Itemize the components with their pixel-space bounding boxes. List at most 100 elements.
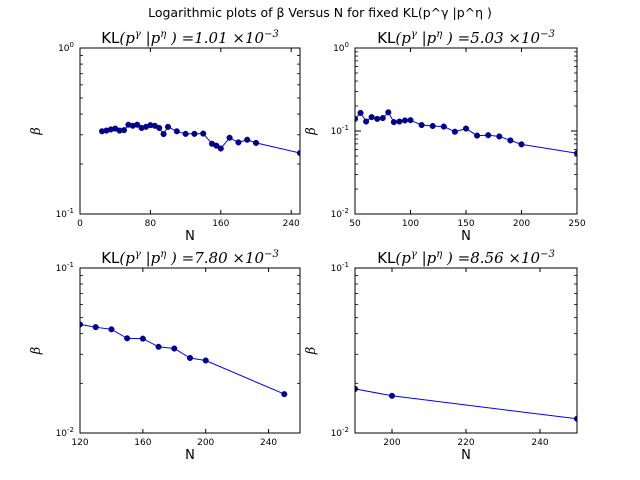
x-tick-label: 0 [77,219,83,229]
y-tick-label: 10-1 [56,207,74,220]
data-point [252,139,260,146]
data-point [191,130,198,137]
plot-frame [79,267,301,434]
x-tick-label: 150 [457,219,474,229]
data-point [200,130,207,137]
plot-frame [79,47,301,215]
y-tick-label: 100 [333,41,349,54]
data-point [573,150,577,157]
x-tick-label: 160 [212,219,229,229]
data-point [390,119,397,126]
data-point [139,335,146,342]
data-point [134,121,141,128]
data-point [401,117,409,124]
data-point [388,392,396,399]
y-tick-label: 100 [58,41,74,54]
data-point [440,123,447,130]
data-point [80,321,84,328]
series-group [355,109,577,157]
data-point [396,118,403,125]
y-tick-label: 10-1 [331,261,349,274]
data-point [573,415,577,422]
data-point [213,142,220,149]
data-point [160,131,167,138]
data-point [462,125,470,132]
chart-panel-1: KL(pγ |pη ) =1.01 ×10−3 0 80 160 240 100 10-1 N… [29,29,301,244]
y-tick-label: 10-2 [331,426,349,439]
data-point [164,123,172,130]
x-tick-label: 80 [145,219,157,229]
x-tick-label: 50 [349,219,361,229]
data-point [368,114,375,121]
data-point [418,121,425,129]
figure-title: Logarithmic plots of β Versus N for fixe… [148,5,492,20]
data-point [496,133,503,140]
x-tick-label: 240 [283,219,300,229]
y-tick-label: 10-1 [331,124,349,137]
x-tick-label: 240 [260,438,277,448]
data-point [124,335,131,342]
data-point [173,128,180,135]
x-axis-label: N [461,448,471,463]
plot-frame [354,267,578,434]
series-group [98,121,300,157]
x-tick-label: 250 [568,219,585,229]
data-point [385,109,392,116]
data-point [226,134,233,141]
panel-title: KL(pγ |pη ) =8.56 ×10−3 [377,249,555,267]
panel-title: KL(pγ |pη ) =5.03 ×10−3 [377,29,555,47]
data-point [407,117,414,124]
y-tick-label: 10-2 [56,426,74,439]
data-point [244,136,251,143]
series-line [80,323,285,395]
data-point [474,132,481,139]
x-tick-label: 120 [71,438,88,448]
data-point [379,115,386,122]
data-point [507,137,514,144]
data-point [217,145,224,152]
chart-panel-4: KL(pγ |pη ) =8.56 ×10−3 200 220 240 10-1 10-2… [304,249,578,463]
data-point [518,141,525,148]
x-axis-label: N [185,229,195,244]
data-point [92,324,99,331]
data-point [186,354,194,362]
x-tick-label: 100 [402,219,419,229]
data-point [120,127,128,134]
plot-frame [354,47,578,215]
x-tick-label: 200 [197,438,214,448]
data-point [281,391,288,398]
series-group [80,321,288,398]
chart-panel-3: KL(pγ |pη ) =7.80 ×10−3 120 160 200 240 10-1 1… [29,249,301,463]
data-point [202,357,209,364]
data-point [182,130,189,137]
x-axis-label: N [461,229,471,244]
data-point [171,345,178,352]
chart-panel-2: KL(pγ |pη ) =5.03 ×10−3 50 100 150 200 250 100… [304,29,586,244]
x-tick-label: 200 [383,438,400,448]
x-axis-label: N [185,448,195,463]
data-point [429,122,436,130]
x-tick-label: 240 [531,438,548,448]
data-point [235,139,242,146]
data-point [357,109,364,116]
data-point [363,118,370,125]
data-point [451,128,458,135]
data-point [296,149,300,157]
x-tick-label: 220 [457,438,474,448]
y-tick-label: 10-2 [331,207,349,220]
x-tick-label: 200 [513,219,530,229]
y-axis-label: β [29,347,44,356]
y-axis-label: β [304,127,319,136]
y-axis-label: β [29,127,44,136]
data-point [155,343,162,350]
y-tick-label: 10-1 [56,261,74,274]
data-point [108,326,115,333]
panel-title: KL(pγ |pη ) =1.01 ×10−3 [101,29,279,47]
y-axis-label: β [304,347,319,356]
data-point [374,115,381,122]
x-tick-label: 160 [134,438,151,448]
data-point [485,132,492,139]
panel-title: KL(pγ |pη ) =7.80 ×10−3 [101,249,279,267]
